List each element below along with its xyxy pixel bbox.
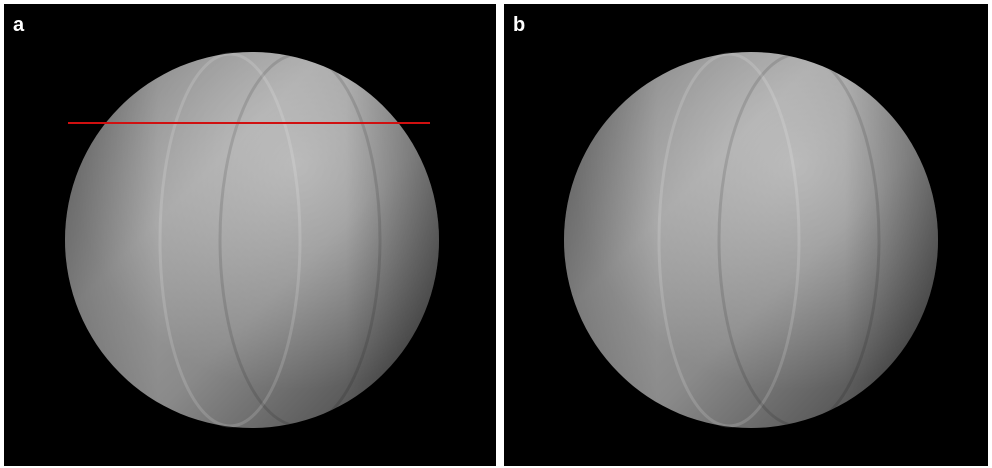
sphere-shade bbox=[564, 52, 938, 428]
sphere-shade bbox=[65, 52, 439, 428]
panel-b: b bbox=[504, 4, 988, 466]
panel-label: a bbox=[13, 14, 25, 36]
page: a b (() => { const data = JSON.parse(doc… bbox=[0, 0, 992, 468]
panel-a: a bbox=[4, 4, 496, 466]
figure: a b bbox=[0, 0, 992, 468]
panel-label: b bbox=[513, 14, 525, 36]
